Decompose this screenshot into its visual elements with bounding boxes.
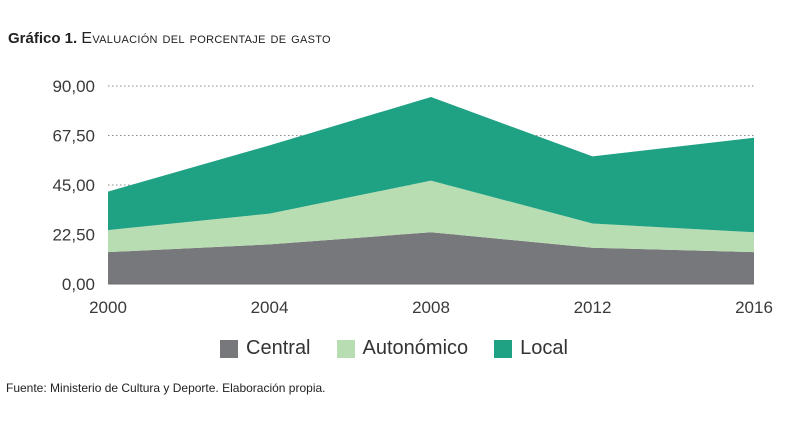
x-axis-ticks: 2000 2004 2008 2012 2016 <box>89 298 773 317</box>
area-autonomico <box>108 180 754 253</box>
legend-label-local: Local <box>520 337 568 359</box>
y-tick-label-4: 90,00 <box>52 77 95 96</box>
legend-item-autonomico: Autonómico <box>336 337 469 360</box>
legend-item-central: Central <box>220 337 311 360</box>
legend-swatch-local <box>494 339 513 358</box>
source-note: Fuente: Ministerio de Cultura y Deporte.… <box>6 381 326 395</box>
chart-legend: Central Autonómico Local <box>0 337 788 360</box>
x-tick-label-2000: 2000 <box>89 298 127 317</box>
chart-title-text: Evaluación del porcentaje de gasto <box>81 30 331 47</box>
legend-swatch-autonomico <box>336 339 355 358</box>
chart-title: Gráfico 1. Evaluación del porcentaje de … <box>8 30 331 48</box>
area-chart: 0,00 22,50 45,00 67,50 90,00 2000 2004 2008 201… <box>52 77 773 317</box>
y-tick-label-3: 67,50 <box>52 127 95 146</box>
legend-swatch-central <box>220 339 239 358</box>
y-tick-label-2: 45,00 <box>52 176 95 195</box>
y-tick-label-1: 22,50 <box>52 226 95 245</box>
area-local <box>108 97 754 233</box>
x-tick-label-2012: 2012 <box>574 298 612 317</box>
stacked-areas <box>108 97 754 285</box>
y-axis-ticks: 0,00 22,50 45,00 67,50 90,00 <box>52 77 95 294</box>
legend-item-local: Local <box>494 337 568 360</box>
x-tick-label-2004: 2004 <box>251 298 289 317</box>
chart-title-lead: Gráfico 1. <box>8 30 78 47</box>
legend-label-autonomico: Autonómico <box>362 337 469 359</box>
y-tick-label-0: 0,00 <box>62 275 95 294</box>
x-tick-label-2008: 2008 <box>412 298 450 317</box>
legend-label-central: Central <box>246 337 311 359</box>
area-central <box>108 232 754 284</box>
x-tick-label-2016: 2016 <box>735 298 773 317</box>
